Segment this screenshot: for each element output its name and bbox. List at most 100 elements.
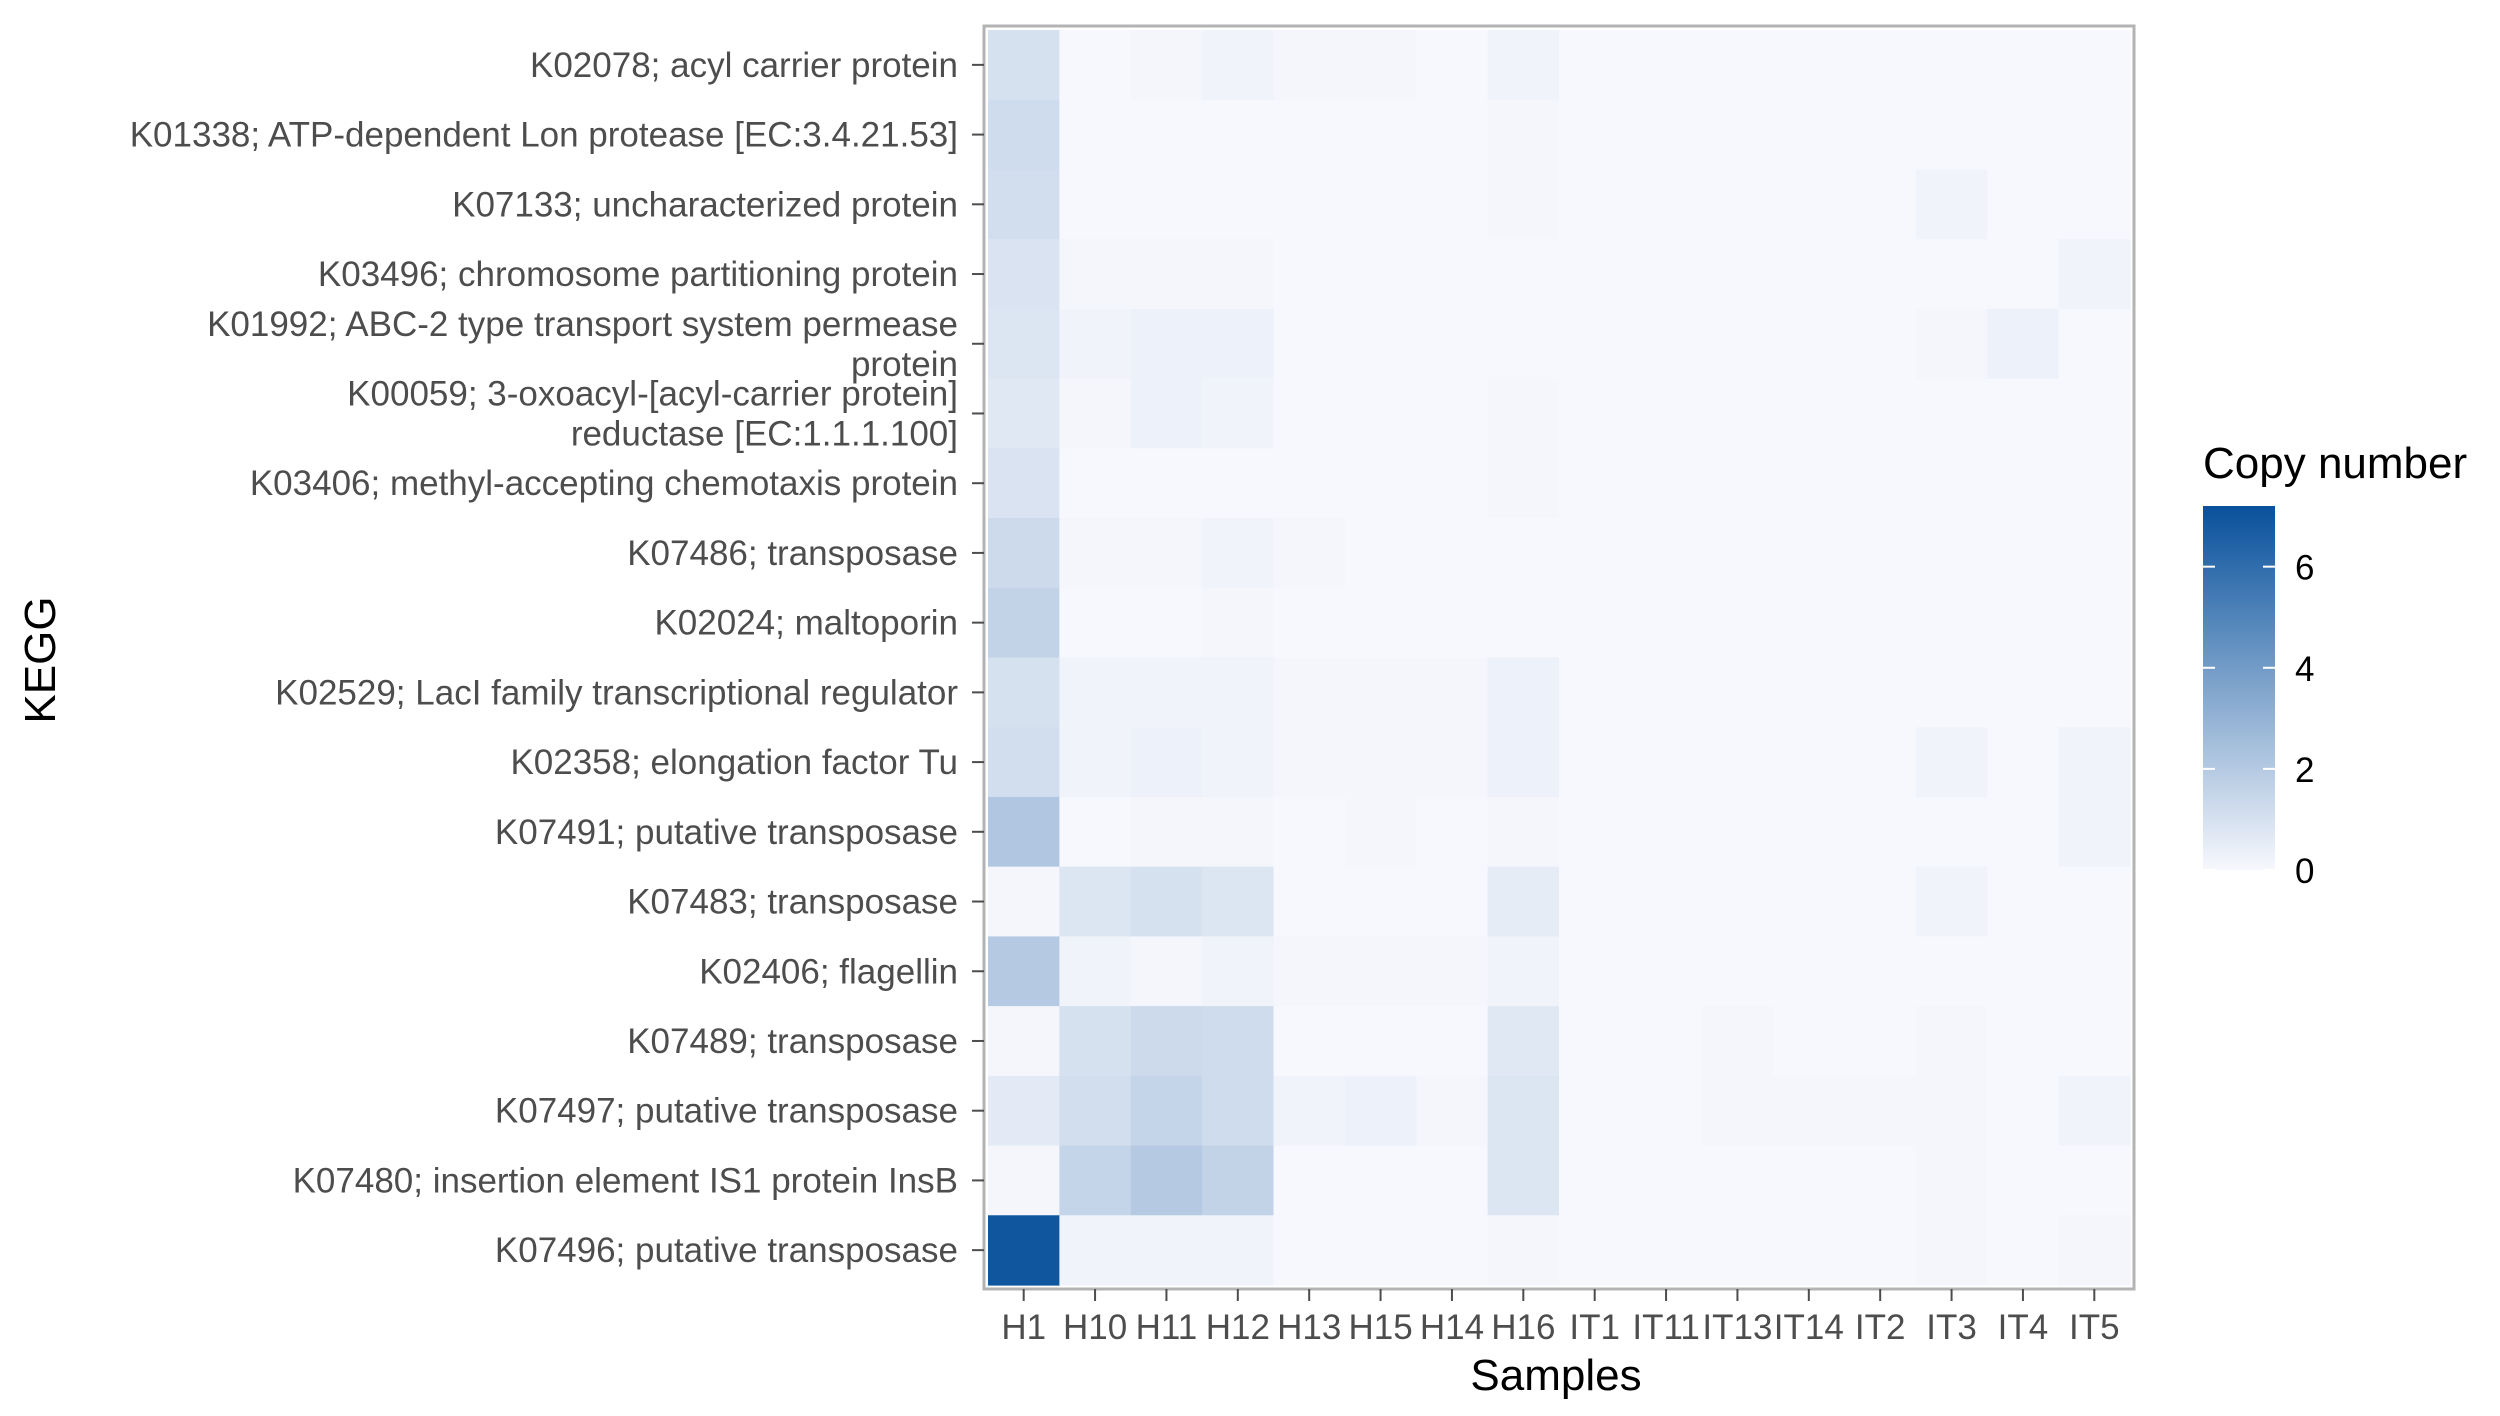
heatmap-cell: [1987, 1075, 2060, 1147]
heatmap-cell: [1559, 936, 1631, 1007]
heatmap-cell: [1059, 796, 1132, 868]
heatmap-cell: [1273, 866, 1346, 937]
heatmap-cell: [1202, 99, 1275, 171]
heatmap-cell: [1844, 169, 1917, 240]
heatmap-cell: [1130, 169, 1203, 240]
legend-title: Copy number: [2203, 439, 2467, 488]
heatmap-cell: [1987, 518, 2060, 589]
heatmap-cell: [1273, 1075, 1346, 1147]
y-tick-label: K01992; ABC-2 type transport system perm…: [207, 305, 958, 384]
heatmap-cell: [1773, 99, 1846, 171]
heatmap-cell: [1773, 518, 1846, 589]
x-tick-label: IT13: [1702, 1308, 1772, 1347]
y-tick-label: K00059; 3-oxoacyl-[acyl-carrier protein]…: [347, 375, 958, 454]
y-tick-label: K02529; LacI family transcriptional regu…: [275, 673, 958, 712]
y-tick-label: K03406; methyl-accepting chemotaxis prot…: [250, 464, 958, 503]
heatmap-cell: [1844, 727, 1917, 798]
heatmap-cell: [1416, 378, 1489, 449]
y-tick-label: K07496; putative transposase: [495, 1231, 958, 1270]
y-axis-ticks: K02078; acyl carrier protein K01338; ATP-…: [130, 46, 984, 1270]
heatmap-cell: [1773, 378, 1846, 449]
heatmap-cell: [1273, 99, 1346, 171]
heatmap-cell: [1059, 587, 1132, 659]
heatmap-cell: [1344, 308, 1417, 380]
y-tick-label: K07491; putative transposase: [495, 813, 958, 852]
heatmap-cell: [1701, 936, 1774, 1007]
heatmap-cell: [1844, 378, 1917, 449]
x-tick-label: H13: [1277, 1308, 1341, 1347]
heatmap-cell: [1559, 1145, 1631, 1216]
heatmap-cell: [1344, 796, 1417, 868]
heatmap-cell: [1273, 936, 1346, 1007]
heatmap-cell: [1130, 796, 1203, 868]
heatmap-cell: [1844, 1145, 1917, 1216]
heatmap-cell: [988, 1215, 1060, 1286]
heatmap-cell: [1844, 518, 1917, 589]
heatmap-cell: [1487, 518, 1560, 589]
heatmap-cell: [988, 587, 1060, 659]
heatmap-cell: [1844, 448, 1917, 519]
heatmap-cell: [1630, 727, 1703, 798]
x-tick-label: IT3: [1926, 1308, 1977, 1347]
heatmap-cell: [1416, 936, 1489, 1007]
heatmap-cell: [1487, 727, 1560, 798]
y-tick-label: K07486; transposase: [627, 534, 958, 573]
heatmap-cell: [1701, 727, 1774, 798]
heatmap-cell: [1130, 1215, 1203, 1286]
heatmap-cell: [1701, 99, 1774, 171]
heatmap-cell: [1987, 99, 2060, 171]
heatmap-cell: [1416, 239, 1489, 310]
heatmap-cell: [1987, 30, 2060, 101]
heatmap-cell: [1844, 796, 1917, 868]
heatmap-cell: [1487, 169, 1560, 240]
heatmap-cell: [1773, 866, 1846, 937]
legend-tick-label: 0: [2295, 852, 2314, 891]
heatmap-cell: [1202, 866, 1275, 937]
heatmap-cell: [1630, 378, 1703, 449]
heatmap-cell: [1987, 796, 2060, 868]
heatmap-cell: [1701, 1215, 1774, 1286]
heatmap-cell: [1202, 796, 1275, 868]
heatmap-cell: [2058, 1006, 2131, 1077]
heatmap-cell: [1059, 239, 1132, 310]
heatmap-cell: [2058, 378, 2131, 449]
heatmap-cell: [1915, 1006, 1988, 1077]
heatmap-cell: [1844, 30, 1917, 101]
heatmap-cell: [1487, 30, 1560, 101]
heatmap-cell: [1344, 1006, 1417, 1077]
heatmap-cell: [1559, 99, 1631, 171]
x-tick-label: H14: [1420, 1308, 1484, 1347]
heatmap-cell: [1202, 1145, 1275, 1216]
heatmap-cell: [1202, 1075, 1275, 1147]
legend: Copy number 0 2 4 6: [2203, 439, 2467, 891]
heatmap-cell: [1130, 30, 1203, 101]
heatmap-cell: [988, 30, 1060, 101]
heatmap-cell: [1987, 308, 2060, 380]
heatmap-cell: [1701, 378, 1774, 449]
heatmap-cell: [1630, 1215, 1703, 1286]
heatmap-cell: [1630, 936, 1703, 1007]
heatmap-cell: [988, 1075, 1060, 1147]
heatmap-cell: [1987, 587, 2060, 659]
heatmap-cell: [988, 99, 1060, 171]
y-tick-label: K07133; uncharacterized protein: [452, 185, 958, 224]
heatmap-cell: [1059, 1145, 1132, 1216]
heatmap-cell: [1915, 727, 1988, 798]
heatmap-cell: [1701, 866, 1774, 937]
heatmap-cell: [1915, 587, 1988, 659]
heatmap-cell: [1559, 169, 1631, 240]
heatmap-cell: [1987, 727, 2060, 798]
heatmap-cell: [1773, 1075, 1846, 1147]
heatmap-cell: [1273, 1215, 1346, 1286]
heatmap-cell: [1773, 169, 1846, 240]
heatmap-cell: [1987, 448, 2060, 519]
heatmap-cell: [1130, 448, 1203, 519]
heatmap-cell: [1416, 1006, 1489, 1077]
heatmap-cell: [1416, 727, 1489, 798]
heatmap-cell: [1344, 936, 1417, 1007]
heatmap-cell: [1701, 1145, 1774, 1216]
heatmap-cell: [1059, 448, 1132, 519]
heatmap-cell: [1202, 448, 1275, 519]
heatmap-cell: [1344, 169, 1417, 240]
heatmap-cell: [2058, 587, 2131, 659]
